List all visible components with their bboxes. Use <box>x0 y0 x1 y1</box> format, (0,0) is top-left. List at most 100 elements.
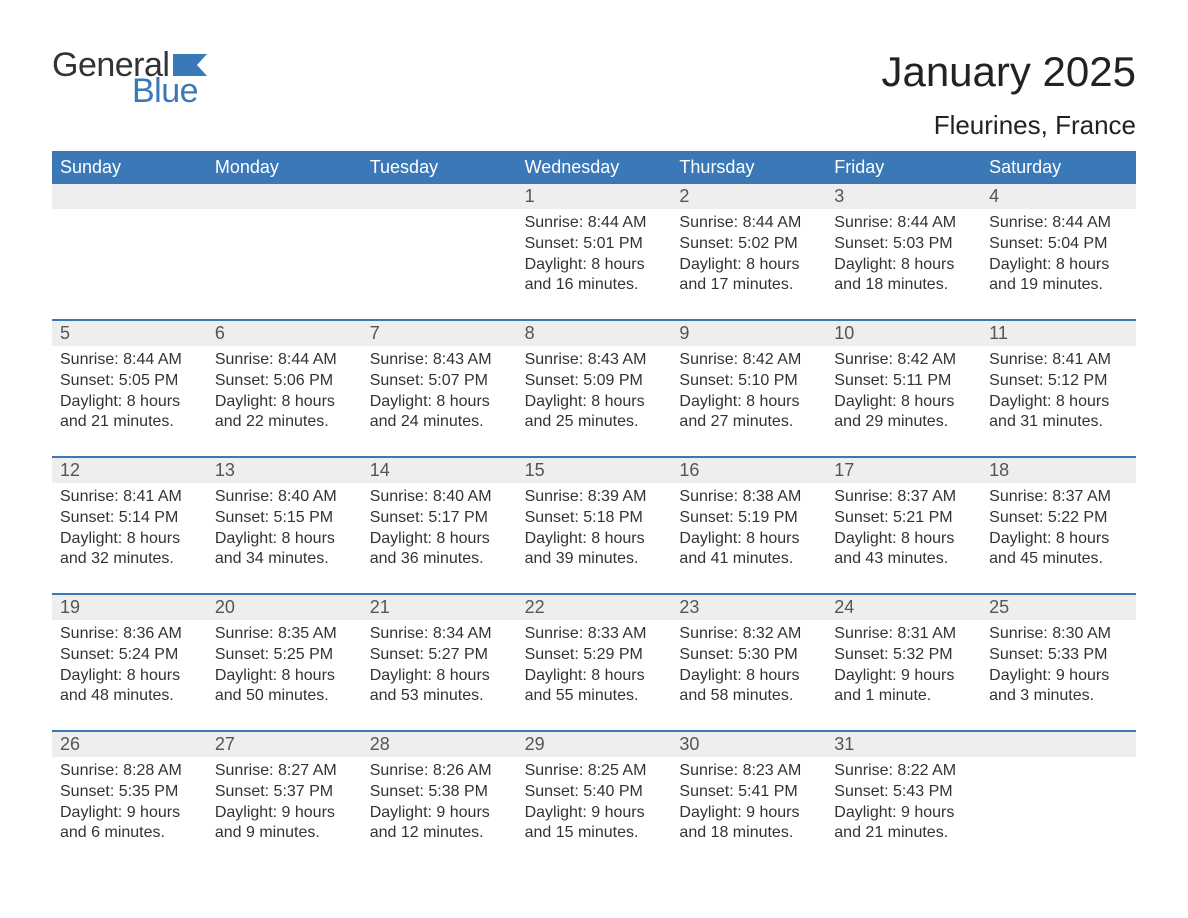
day-cell <box>362 209 517 319</box>
sunrise-line: Sunrise: 8:43 AM <box>370 350 509 371</box>
daylight-line: and 9 minutes. <box>215 823 354 844</box>
day-number: 5 <box>52 321 207 346</box>
sunrise-line: Sunrise: 8:40 AM <box>370 487 509 508</box>
day-number-row: 1234 <box>52 184 1136 209</box>
daylight-line: Daylight: 9 hours <box>525 803 664 824</box>
sunset-line: Sunset: 5:32 PM <box>834 645 973 666</box>
daylight-line: and 27 minutes. <box>679 412 818 433</box>
daylight-line: Daylight: 8 hours <box>679 666 818 687</box>
day-number: 9 <box>671 321 826 346</box>
sunset-line: Sunset: 5:18 PM <box>525 508 664 529</box>
daylight-line: and 16 minutes. <box>525 275 664 296</box>
day-number: 19 <box>52 595 207 620</box>
daylight-line: Daylight: 8 hours <box>525 529 664 550</box>
sunset-line: Sunset: 5:06 PM <box>215 371 354 392</box>
daylight-line: Daylight: 9 hours <box>370 803 509 824</box>
day-cell: Sunrise: 8:36 AMSunset: 5:24 PMDaylight:… <box>52 620 207 730</box>
sunset-line: Sunset: 5:21 PM <box>834 508 973 529</box>
daylight-line: and 21 minutes. <box>834 823 973 844</box>
day-number: 14 <box>362 458 517 483</box>
day-header: Monday <box>207 151 362 184</box>
day-cell: Sunrise: 8:44 AMSunset: 5:02 PMDaylight:… <box>671 209 826 319</box>
sunset-line: Sunset: 5:05 PM <box>60 371 199 392</box>
day-number: 17 <box>826 458 981 483</box>
sunrise-line: Sunrise: 8:22 AM <box>834 761 973 782</box>
day-cell: Sunrise: 8:40 AMSunset: 5:17 PMDaylight:… <box>362 483 517 593</box>
sunrise-line: Sunrise: 8:40 AM <box>215 487 354 508</box>
daylight-line: Daylight: 8 hours <box>679 529 818 550</box>
header: General Blue January 2025 <box>52 48 1136 108</box>
sunrise-line: Sunrise: 8:37 AM <box>989 487 1128 508</box>
sunrise-line: Sunrise: 8:43 AM <box>525 350 664 371</box>
daylight-line: and 12 minutes. <box>370 823 509 844</box>
daylight-line: Daylight: 8 hours <box>370 666 509 687</box>
day-number: 3 <box>826 184 981 209</box>
day-number: 18 <box>981 458 1136 483</box>
sunset-line: Sunset: 5:19 PM <box>679 508 818 529</box>
sunrise-line: Sunrise: 8:27 AM <box>215 761 354 782</box>
day-number: 25 <box>981 595 1136 620</box>
day-cell: Sunrise: 8:31 AMSunset: 5:32 PMDaylight:… <box>826 620 981 730</box>
sunrise-line: Sunrise: 8:34 AM <box>370 624 509 645</box>
sunset-line: Sunset: 5:24 PM <box>60 645 199 666</box>
sunset-line: Sunset: 5:37 PM <box>215 782 354 803</box>
daylight-line: and 15 minutes. <box>525 823 664 844</box>
day-header: Saturday <box>981 151 1136 184</box>
sunrise-line: Sunrise: 8:41 AM <box>989 350 1128 371</box>
day-number: 15 <box>517 458 672 483</box>
day-number: 31 <box>826 732 981 757</box>
day-number: 21 <box>362 595 517 620</box>
day-cell: Sunrise: 8:37 AMSunset: 5:22 PMDaylight:… <box>981 483 1136 593</box>
sunrise-line: Sunrise: 8:39 AM <box>525 487 664 508</box>
day-cell: Sunrise: 8:37 AMSunset: 5:21 PMDaylight:… <box>826 483 981 593</box>
daylight-line: Daylight: 8 hours <box>60 529 199 550</box>
sunset-line: Sunset: 5:38 PM <box>370 782 509 803</box>
day-number: 11 <box>981 321 1136 346</box>
sunrise-line: Sunrise: 8:31 AM <box>834 624 973 645</box>
sunset-line: Sunset: 5:41 PM <box>679 782 818 803</box>
daylight-line: Daylight: 8 hours <box>834 392 973 413</box>
sunset-line: Sunset: 5:02 PM <box>679 234 818 255</box>
day-number: 29 <box>517 732 672 757</box>
day-number: 10 <box>826 321 981 346</box>
day-cell <box>207 209 362 319</box>
day-number: 26 <box>52 732 207 757</box>
daylight-line: and 17 minutes. <box>679 275 818 296</box>
daylight-line: and 19 minutes. <box>989 275 1128 296</box>
sunrise-line: Sunrise: 8:44 AM <box>834 213 973 234</box>
day-cell: Sunrise: 8:44 AMSunset: 5:06 PMDaylight:… <box>207 346 362 456</box>
daylight-line: and 6 minutes. <box>60 823 199 844</box>
sunrise-line: Sunrise: 8:38 AM <box>679 487 818 508</box>
sunrise-line: Sunrise: 8:23 AM <box>679 761 818 782</box>
day-header: Friday <box>826 151 981 184</box>
day-number: 6 <box>207 321 362 346</box>
daylight-line: Daylight: 8 hours <box>215 529 354 550</box>
sunrise-line: Sunrise: 8:36 AM <box>60 624 199 645</box>
day-cell: Sunrise: 8:44 AMSunset: 5:05 PMDaylight:… <box>52 346 207 456</box>
daylight-line: Daylight: 8 hours <box>989 255 1128 276</box>
sunset-line: Sunset: 5:43 PM <box>834 782 973 803</box>
day-number <box>207 184 362 209</box>
daylight-line: Daylight: 8 hours <box>370 392 509 413</box>
sunset-line: Sunset: 5:25 PM <box>215 645 354 666</box>
sunset-line: Sunset: 5:22 PM <box>989 508 1128 529</box>
sunrise-line: Sunrise: 8:44 AM <box>989 213 1128 234</box>
day-cell: Sunrise: 8:38 AMSunset: 5:19 PMDaylight:… <box>671 483 826 593</box>
sunset-line: Sunset: 5:10 PM <box>679 371 818 392</box>
day-cell: Sunrise: 8:25 AMSunset: 5:40 PMDaylight:… <box>517 757 672 867</box>
sunset-line: Sunset: 5:17 PM <box>370 508 509 529</box>
daylight-line: Daylight: 8 hours <box>60 392 199 413</box>
day-number: 16 <box>671 458 826 483</box>
day-number: 28 <box>362 732 517 757</box>
location-label: Fleurines, France <box>52 110 1136 141</box>
sunrise-line: Sunrise: 8:42 AM <box>679 350 818 371</box>
day-number: 20 <box>207 595 362 620</box>
day-number: 2 <box>671 184 826 209</box>
daylight-line: and 45 minutes. <box>989 549 1128 570</box>
day-number: 13 <box>207 458 362 483</box>
daylight-line: and 48 minutes. <box>60 686 199 707</box>
daylight-line: and 58 minutes. <box>679 686 818 707</box>
day-number-row: 567891011 <box>52 319 1136 346</box>
page-title: January 2025 <box>881 48 1136 96</box>
sunset-line: Sunset: 5:11 PM <box>834 371 973 392</box>
